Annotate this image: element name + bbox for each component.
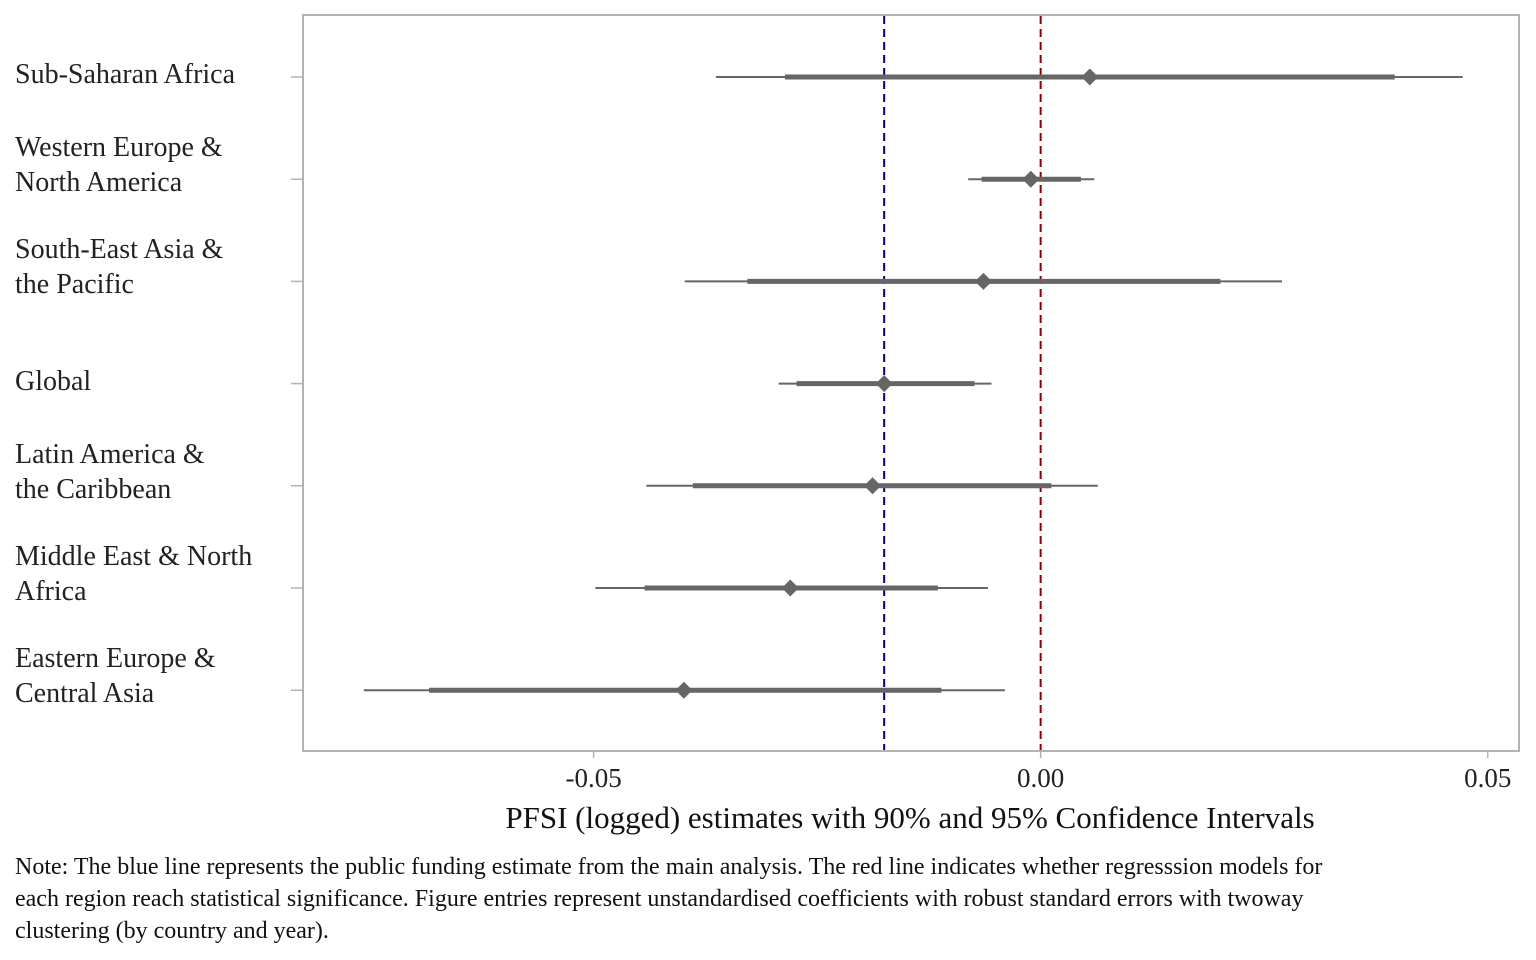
category-label: Eastern Europe & Central Asia (15, 643, 216, 710)
category-label: South-East Asia & the Pacific (15, 234, 224, 301)
estimate-marker (875, 375, 893, 393)
x-tick-label: -0.05 (565, 763, 622, 793)
estimate-marker (675, 681, 693, 699)
estimate-marker (1081, 68, 1099, 86)
x-tick-label: 0.00 (1017, 763, 1065, 793)
estimate-marker (864, 477, 882, 495)
figure-note: Note: The blue line represents the publi… (15, 854, 1323, 944)
category-label: Global (15, 365, 92, 397)
x-tick-label: 0.05 (1464, 763, 1512, 793)
estimate-marker (781, 579, 799, 597)
category-label: Latin America & the Caribbean (15, 438, 205, 505)
category-label: Sub-Saharan Africa (15, 59, 236, 90)
x-axis-label: PFSI (logged) estimates with 90% and 95%… (505, 800, 1315, 835)
estimate-marker (1022, 170, 1040, 188)
category-label: Western Europe & North America (15, 132, 223, 199)
category-label: Middle East & North Africa (15, 541, 253, 607)
estimate-marker (974, 272, 992, 290)
